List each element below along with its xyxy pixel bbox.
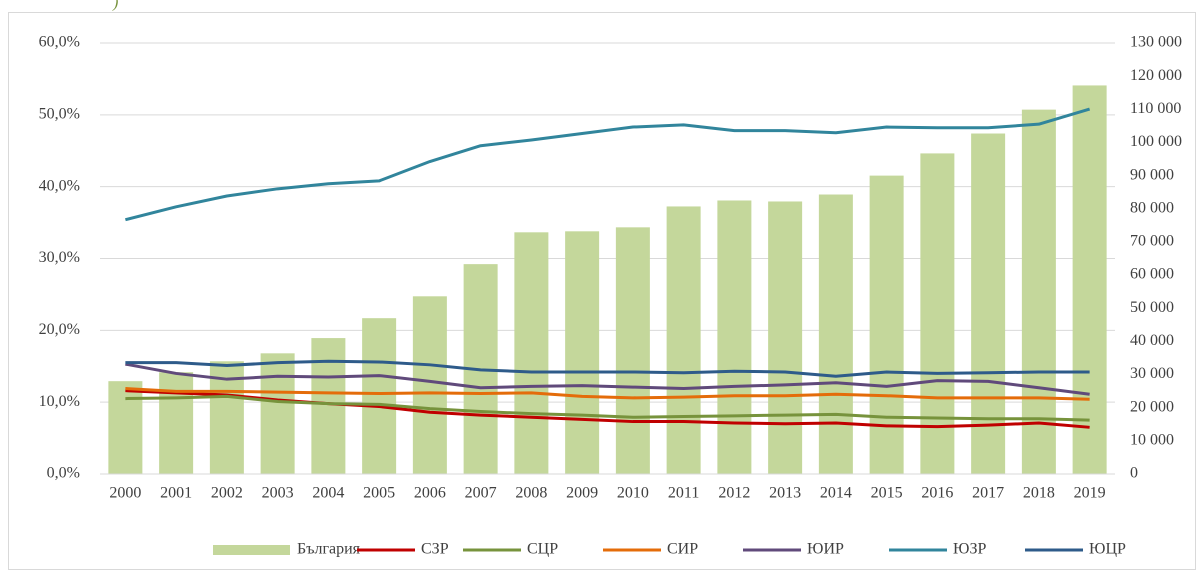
x-tick-label: 2010 [617, 485, 649, 502]
legend-label: СЗР [421, 541, 449, 558]
legend-label: България [297, 541, 361, 558]
y2-tick-label: 130 000 [1130, 34, 1182, 51]
y-tick-label: 20,0% [39, 321, 80, 338]
line [125, 107, 1091, 222]
y2-tick-label: 110 000 [1130, 100, 1181, 117]
bar [920, 153, 955, 474]
x-tick-label: 2012 [718, 485, 750, 502]
y2-tick-label: 60 000 [1130, 266, 1174, 283]
legend-swatch [213, 545, 290, 555]
legend-label: СИР [667, 541, 698, 558]
y2-tick-label: 10 000 [1130, 432, 1174, 449]
y2-tick-label: 120 000 [1130, 67, 1182, 84]
bar [159, 372, 194, 474]
y2-tick-label: 90 000 [1130, 166, 1174, 183]
x-tick-label: 2019 [1074, 485, 1106, 502]
annotation: ) [112, 0, 118, 12]
y-tick-label: 40,0% [39, 177, 80, 194]
bar [514, 232, 549, 474]
y2-tick-label: 80 000 [1130, 199, 1174, 216]
x-tick-label: 2000 [109, 485, 141, 502]
bar [869, 175, 904, 474]
legend-label: ЮЗР [953, 541, 986, 558]
line [125, 359, 1090, 378]
x-tick-label: 2003 [262, 485, 294, 502]
y-tick-label: 10,0% [39, 393, 80, 410]
legend-label: СЦР [527, 541, 558, 558]
bar [818, 194, 853, 475]
chart-frame [8, 12, 1196, 570]
legend-label: ЮИР [807, 541, 844, 558]
x-tick-label: 2005 [363, 485, 395, 502]
x-tick-label: 2008 [515, 485, 547, 502]
bar [362, 318, 397, 474]
x-tick-label: 2002 [211, 485, 243, 502]
y2-tick-label: 40 000 [1130, 332, 1174, 349]
y2-tick-label: 30 000 [1130, 365, 1174, 382]
bar [1021, 109, 1056, 475]
bar [1072, 85, 1107, 474]
x-tick-label: 2009 [566, 485, 598, 502]
bar [768, 201, 803, 474]
x-tick-label: 2016 [921, 485, 953, 502]
bar [565, 231, 600, 474]
x-tick-label: 2007 [465, 485, 497, 502]
bar [717, 200, 752, 474]
bar [615, 227, 650, 474]
line [125, 394, 1090, 422]
y2-tick-label: 100 000 [1130, 133, 1182, 150]
bar [260, 353, 295, 474]
bar [412, 296, 447, 474]
x-tick-label: 2018 [1023, 485, 1055, 502]
y2-tick-label: 0 [1130, 465, 1138, 482]
line [125, 362, 1090, 396]
x-tick-label: 2017 [972, 485, 1004, 502]
y2-tick-label: 20 000 [1130, 398, 1174, 415]
y-tick-label: 30,0% [39, 249, 80, 266]
line [125, 387, 1090, 401]
y-tick-label: 60,0% [39, 34, 80, 51]
bar [666, 206, 701, 474]
y-tick-label: 50,0% [39, 106, 80, 123]
legend-label: ЮЦР [1089, 541, 1126, 558]
y2-tick-label: 70 000 [1130, 233, 1174, 250]
x-tick-label: 2004 [312, 485, 344, 502]
y2-tick-label: 50 000 [1130, 299, 1174, 316]
y-tick-label: 0,0% [47, 465, 80, 482]
x-tick-label: 2001 [160, 485, 192, 502]
bar [108, 381, 143, 474]
x-tick-label: 2006 [414, 485, 446, 502]
x-tick-label: 2015 [871, 485, 903, 502]
x-tick-label: 2011 [668, 485, 699, 502]
bar [311, 338, 346, 474]
x-tick-label: 2014 [820, 485, 852, 502]
x-tick-label: 2013 [769, 485, 801, 502]
bar [971, 133, 1006, 474]
